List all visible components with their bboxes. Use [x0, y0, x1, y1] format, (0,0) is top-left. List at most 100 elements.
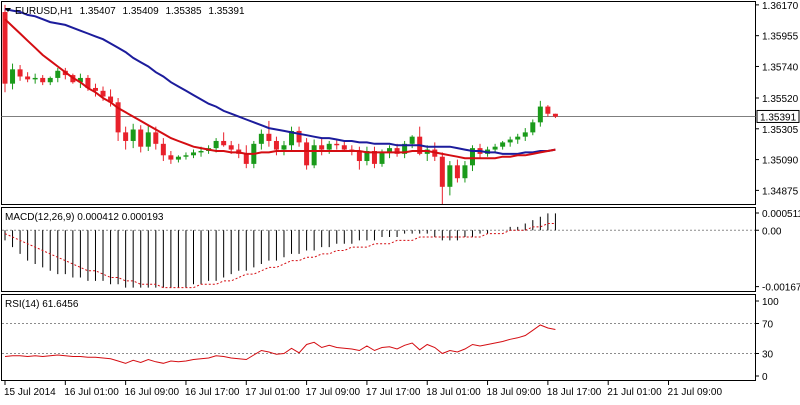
price-tick-label: 1.35955: [762, 32, 799, 43]
candle-body: [326, 143, 332, 150]
candle-body: [402, 143, 408, 154]
candle-body: [175, 156, 181, 160]
time-tick-label: 16 Jul 09:00: [125, 387, 180, 398]
candle-body: [92, 87, 98, 91]
rsi-tick-label: 30: [762, 350, 774, 361]
candle-body: [545, 106, 551, 114]
candle-body: [153, 132, 159, 144]
candle: [108, 89, 114, 107]
time-tick-label: 17 Jul 09:00: [306, 387, 361, 398]
candle: [130, 123, 136, 149]
candle: [115, 97, 121, 141]
candle-body: [409, 136, 415, 144]
candle: [40, 75, 46, 86]
candle-body: [311, 145, 317, 166]
candle: [507, 136, 513, 147]
candle: [462, 161, 468, 183]
candle-body: [281, 145, 287, 150]
symbol-name: EURUSD,H1: [15, 6, 73, 17]
candle-body: [40, 77, 46, 83]
candle-body: [198, 150, 204, 153]
candle-body: [341, 145, 347, 150]
current-price-label: 1.35391: [760, 112, 797, 123]
macd-panel-frame: [1, 207, 756, 292]
candle: [273, 136, 279, 156]
symbol-header: EURUSD,H1 1.35407 1.35409 1.35385 1.3539…: [15, 6, 245, 17]
candle-body: [379, 152, 385, 164]
candle-body: [145, 132, 151, 147]
candle: [145, 125, 151, 151]
time-tick-label: 16 Jul 17:00: [185, 387, 240, 398]
candle-body: [500, 142, 506, 147]
candle: [447, 161, 453, 196]
candle: [183, 152, 189, 160]
candle-body: [507, 139, 513, 143]
menu-triangle-icon[interactable]: [5, 8, 11, 12]
candle-body: [123, 132, 129, 141]
candle: [530, 119, 536, 136]
rsi-tick-label: 0: [762, 372, 768, 383]
rsi-layer: [2, 323, 755, 364]
price-tick-label: 1.35740: [762, 62, 799, 73]
candle-body: [454, 165, 460, 179]
candle-body: [462, 165, 468, 179]
candle-body: [356, 150, 362, 162]
candle: [319, 138, 325, 156]
macd-tick-label: 0.000511: [762, 209, 800, 220]
candle: [2, 4, 8, 93]
candle-body: [10, 69, 16, 84]
candle-body: [334, 143, 340, 146]
candle-body: [213, 140, 219, 149]
time-tick-label: 17 Jul 01:00: [245, 387, 300, 398]
candle-body: [183, 155, 189, 157]
candle-body: [469, 148, 475, 166]
header-high: 1.35409: [123, 6, 160, 17]
candle-body: [115, 102, 121, 133]
time-tick-label: 18 Jul 09:00: [487, 387, 542, 398]
time-tick-label: 16 Jul 01:00: [64, 387, 119, 398]
candle-body: [243, 153, 249, 164]
candle-body: [2, 12, 8, 84]
candle-body: [168, 155, 174, 160]
time-tick-label: 21 Jul 01:00: [607, 387, 662, 398]
candle-body: [273, 140, 279, 150]
candle: [515, 133, 521, 144]
candle-body: [492, 146, 498, 150]
header-low: 1.35385: [165, 6, 202, 17]
candle-body: [130, 129, 136, 141]
candle-body: [439, 156, 445, 187]
candle: [522, 128, 528, 141]
candle: [10, 63, 16, 90]
candle: [311, 139, 317, 169]
candle-body: [258, 133, 264, 144]
candle-body: [304, 142, 310, 166]
candle: [552, 113, 558, 119]
candle: [334, 139, 340, 150]
candle-body: [160, 143, 166, 156]
candle: [545, 105, 551, 117]
candle-body: [85, 77, 91, 88]
candle-body: [191, 152, 196, 156]
candle: [160, 138, 166, 162]
candle: [123, 126, 129, 150]
candle: [25, 72, 31, 83]
price-tick-label: 1.35305: [762, 125, 799, 136]
candle: [289, 126, 295, 151]
candle: [454, 159, 460, 183]
candle-body: [552, 113, 558, 117]
candle-body: [289, 130, 295, 146]
macd-layer: [2, 213, 755, 289]
candle: [55, 67, 61, 83]
candle-body: [77, 77, 83, 83]
candle: [500, 140, 506, 150]
candle: [296, 126, 302, 147]
candle: [92, 83, 98, 97]
candle-body: [266, 133, 272, 141]
candle: [364, 146, 370, 166]
candle: [439, 152, 445, 204]
price-tick-label: 1.34875: [762, 186, 799, 197]
time-tick-label: 17 Jul 17:00: [366, 387, 421, 398]
candle: [258, 129, 264, 150]
